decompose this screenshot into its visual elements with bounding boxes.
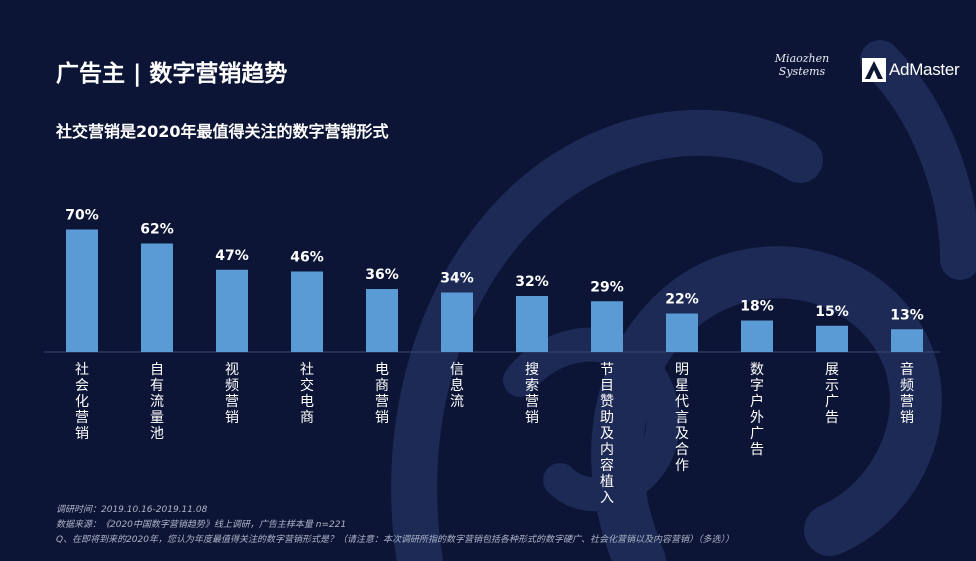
- bar: [891, 329, 923, 352]
- bar: [216, 269, 248, 352]
- bar: [591, 301, 623, 352]
- bar: [141, 243, 173, 352]
- bar-value-label: 29%: [590, 279, 624, 295]
- admaster-logo-text: AdMaster: [889, 60, 960, 79]
- category-tick-label: 节目赞助及内容植入: [600, 362, 614, 506]
- bar-value-label: 62%: [140, 222, 174, 238]
- bar-value-label: 22%: [665, 292, 699, 308]
- bar-value-label: 70%: [65, 208, 99, 224]
- category-tick-label: 社会化营销: [75, 362, 89, 442]
- category-tick-label: 信息流: [450, 362, 464, 410]
- category-tick-label: 社交电商: [300, 362, 314, 426]
- bar-value-label: 47%: [215, 248, 249, 264]
- bar-value-label: 32%: [515, 274, 549, 290]
- bar-value-label: 36%: [365, 267, 399, 283]
- bar: [741, 320, 773, 352]
- miaozhen-logo-line1: Miaozhen: [774, 52, 830, 65]
- bar: [516, 296, 548, 352]
- chart-subtitle: 社交营销是2020年最值得关注的数字营销形式: [56, 122, 389, 141]
- bar-value-label: 13%: [890, 307, 924, 323]
- admaster-logo: AdMaster: [862, 56, 960, 84]
- survey-time-note: 调研时间：2019.10.16-2019.11.08: [56, 505, 208, 515]
- survey-question-note: Q、在即将到来的2020年，您认为年度最值得关注的数字营销形式是？（请注意：本次…: [56, 535, 734, 545]
- bar: [666, 313, 698, 352]
- miaozhen-logo: Miaozhen Systems: [772, 52, 832, 78]
- data-source-note: 数据来源：《2020中国数字营销趋势》线上调研，广告主样本量 n=221: [56, 520, 347, 530]
- bar: [816, 325, 848, 352]
- bar: [366, 289, 398, 352]
- bar-value-label: 18%: [740, 299, 774, 315]
- bar-value-label: 46%: [290, 250, 324, 266]
- miaozhen-logo-line2: Systems: [778, 65, 826, 78]
- category-tick-label: 音频营销: [900, 361, 914, 426]
- bar-value-label: 34%: [440, 271, 474, 287]
- admaster-mark-icon: [862, 58, 886, 82]
- category-tick-label: 展示广告: [825, 362, 839, 426]
- category-tick-label: 视频营销: [225, 362, 239, 426]
- bar-value-label: 15%: [815, 304, 849, 320]
- category-tick-label: 搜索营销: [525, 362, 539, 426]
- category-tick-label: 自有流量池: [150, 362, 164, 442]
- footnotes: 调研时间：2019.10.16-2019.11.08 数据来源：《2020中国数…: [56, 503, 734, 548]
- bar: [66, 229, 98, 352]
- page-title: 广告主 | 数字营销趋势: [56, 61, 288, 87]
- bar: [441, 292, 473, 352]
- category-tick-label: 明星代言及合作: [675, 362, 689, 474]
- category-tick-label: 数字户外广告: [750, 362, 764, 458]
- category-tick-label: 电商营销: [375, 362, 389, 426]
- bar: [291, 271, 323, 352]
